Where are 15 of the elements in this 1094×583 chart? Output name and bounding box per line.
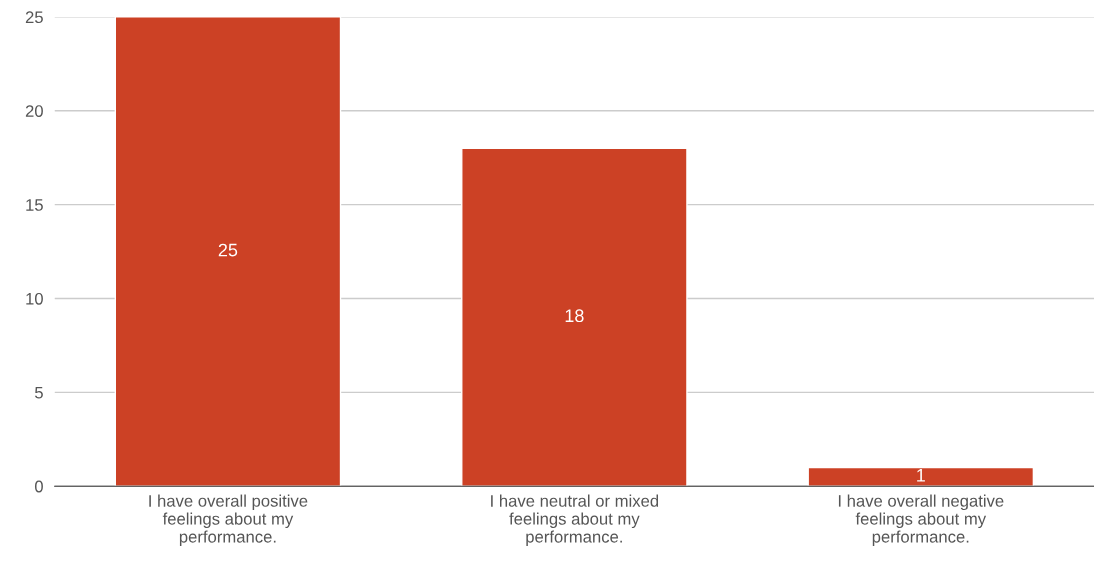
data-label: 18 — [565, 309, 584, 323]
bar — [461, 147, 688, 487]
y-tick-label: 10 — [26, 292, 43, 305]
x-tick-label: I have neutral or mixed feelings about my performance. — [491, 494, 659, 546]
y-tick-label: 25 — [25, 11, 43, 24]
data-label: 25 — [218, 243, 238, 257]
data-label: 1 — [917, 469, 925, 482]
y-tick-label: 0 — [34, 480, 43, 493]
bar — [114, 16, 342, 487]
y-tick-label: 15 — [26, 199, 43, 211]
x-tick-label: I have overall negative feelings about my performance. — [838, 494, 1004, 546]
bar — [807, 466, 1035, 487]
y-tick-label: 20 — [25, 105, 43, 117]
y-tick-label: 5 — [34, 386, 43, 399]
x-tick-label: I have overall positive feelings about my performance. — [149, 494, 308, 546]
